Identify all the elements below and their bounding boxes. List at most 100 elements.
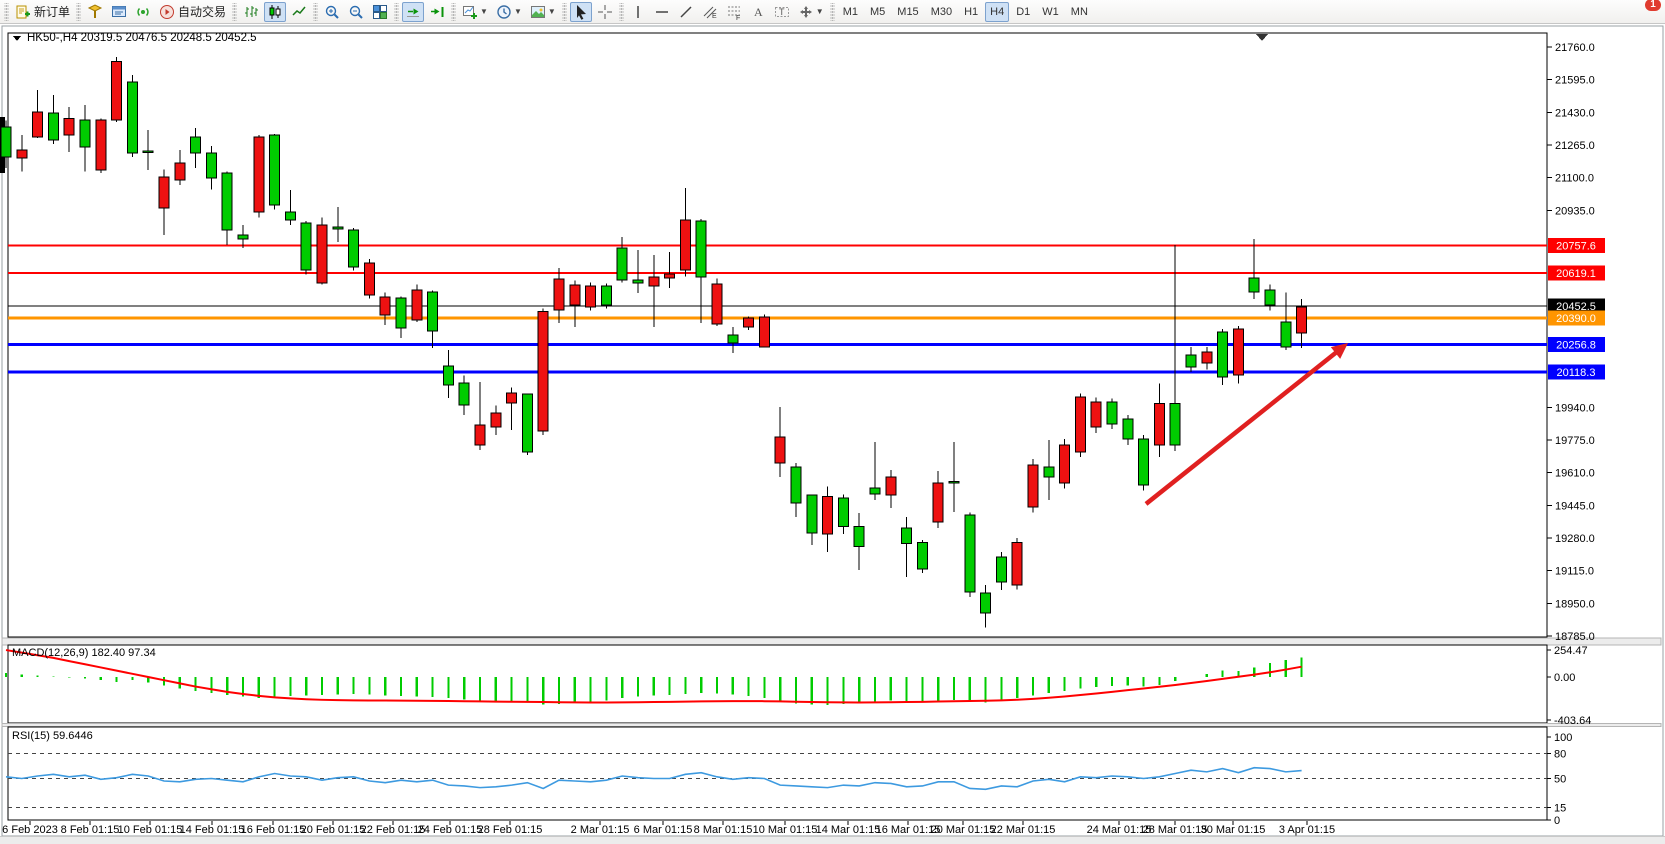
candle [442,365,454,386]
price-badge-20118.3 [1548,364,1605,380]
candlesticks [0,34,1308,628]
chart-canvas[interactable]: 21760.0 21595.0 21430.0 21265.0 21100.0 20935… [0,24,1665,838]
rsi-pane: RSI(15) 59.6446 100 80 50 150 [5,730,1572,827]
candle [616,247,628,281]
candle [806,494,818,534]
candle [1153,402,1165,446]
arrow-line[interactable] [1144,347,1342,506]
candle [300,222,312,271]
zoom-in-button[interactable] [321,2,343,22]
timeframe-w1-button[interactable]: W1 [1042,5,1059,18]
candle [63,117,75,136]
chart-shift-marker[interactable] [1256,34,1268,41]
text-label-button[interactable]: T [771,2,793,22]
timeframe-m15-button[interactable]: M15 [897,5,919,18]
timeframe-d1-button[interactable]: D1 [1016,5,1031,18]
price-badge-20256.8 [1548,337,1605,353]
search-button[interactable] [1610,2,1632,22]
candle [822,495,834,535]
toolbar-grip [394,2,400,21]
candlestick-button[interactable] [264,1,287,22]
time-label: 6 Mar 01:15 [634,824,693,836]
svg-text:A: A [754,5,763,19]
candle [506,392,518,404]
timeframe-m5-button[interactable]: M5 [870,5,886,18]
periods-button[interactable]: ▼ [493,2,525,22]
candle [648,276,660,287]
horizontal-line-button[interactable] [651,2,673,22]
candle [427,291,439,332]
fibonacci-button[interactable]: F [723,2,745,22]
notifications-button[interactable]: 1 [1634,0,1661,22]
autotrading-button[interactable]: 自动交易 [156,2,229,22]
timeframe-h1-button[interactable]: H1 [964,5,979,18]
svg-text:20452.5: 20452.5 [1556,301,1596,313]
channel-button[interactable]: E [699,2,721,22]
timeframe-h4-button[interactable]: H4 [985,1,1010,22]
time-label: 2 Mar 01:15 [571,824,630,836]
main-toolbar: 新订单 自动交易 ▼ ▼ ▼ E F A T ▼ M1 M5 M15 M30 H1 H4 D1 W1 MN 1 [0,0,1665,24]
autoscroll-button[interactable] [402,1,425,22]
signals-icon [135,4,151,20]
chevron-down-icon: ▼ [480,7,488,16]
candle [585,285,597,308]
price-badge-20619.1 [1548,265,1605,281]
timeframe-m30-button[interactable]: M30 [930,5,953,18]
candle [253,136,265,213]
trendline-button[interactable] [675,2,697,22]
symbol-dropdown-icon[interactable] [13,36,21,41]
candle [332,226,344,230]
svg-text:21265.0: 21265.0 [1555,140,1595,152]
candle [600,285,612,306]
new-order-button[interactable]: 新订单 [12,2,73,22]
candle [964,514,976,593]
chevron-down-icon: ▼ [815,7,824,16]
new-chart-button[interactable]: ▼ [459,2,491,22]
candle [16,149,28,159]
vertical-line-button[interactable] [627,2,649,22]
terminal-button[interactable] [108,2,130,22]
autoscroll-icon [405,4,421,20]
text-button[interactable]: A [747,2,769,22]
candle [901,527,913,545]
chart-shift-icon [429,4,445,20]
timeframe-mn-button[interactable]: MN [1070,5,1088,18]
candle [205,152,217,179]
toolbar-grip [451,2,457,21]
chevron-down-icon: ▼ [513,7,522,16]
text-label-icon: T [774,4,790,20]
line-chart-button[interactable] [288,2,310,22]
candle [569,284,581,306]
zoom-out-button[interactable] [345,2,367,22]
tile-windows-button[interactable] [369,2,391,22]
cursor-button[interactable] [569,1,592,22]
candle [679,219,691,271]
candle [411,289,423,321]
arrows-button[interactable]: ▼ [795,2,827,22]
arrow-head [1330,342,1348,359]
signals-button[interactable] [132,2,154,22]
svg-text:F: F [736,15,740,20]
chart-shift-button[interactable] [426,2,448,22]
candle [1248,277,1260,293]
svg-text:20390.0: 20390.0 [1556,313,1596,325]
candle [1138,438,1150,486]
time-label: 16 Mar 01:15 [876,824,941,836]
templates-button[interactable]: ▼ [527,2,559,22]
candle [1043,466,1055,478]
svg-text:19940.0: 19940.0 [1555,402,1595,414]
svg-text:20935.0: 20935.0 [1555,205,1595,217]
chart-window-frame [1,25,1664,837]
bar-chart-button[interactable] [240,2,262,22]
candle [79,119,91,148]
timeframe-m1-button[interactable]: M1 [842,5,858,18]
vertical-line-icon [630,4,646,20]
svg-text:0.00: 0.00 [1554,672,1575,684]
candle [774,436,786,464]
svg-text:21100.0: 21100.0 [1555,173,1594,185]
toolbar-right-group: 1 [1609,0,1663,22]
candle [348,229,360,268]
crosshair-button[interactable] [594,2,616,22]
metaeditor-button[interactable] [84,2,106,22]
